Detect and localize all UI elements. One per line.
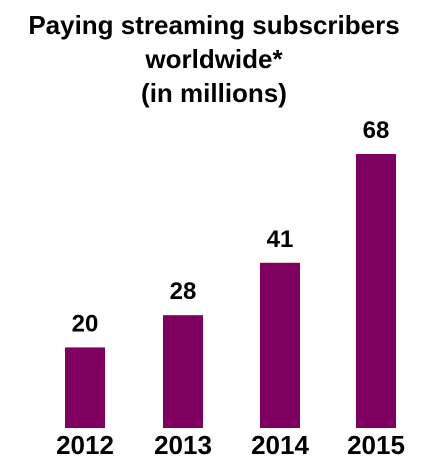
category-label-2014: 2014	[251, 430, 309, 460]
value-label-2013: 28	[170, 278, 197, 305]
value-label-2014: 41	[267, 226, 294, 253]
category-label-2015: 2015	[347, 430, 405, 460]
category-label-2013: 2013	[154, 430, 212, 460]
chart-title-line-1: Paying streaming subscribers	[28, 10, 400, 40]
chart-title: Paying streaming subscribers worldwide* …	[0, 8, 428, 110]
value-label-2012: 20	[72, 310, 99, 337]
value-label-2015: 68	[363, 117, 390, 144]
value-labels-group: 20 28 41 68	[72, 117, 390, 337]
bar-2012	[65, 347, 105, 428]
bar-2015	[356, 154, 396, 428]
category-labels-group: 2012 2013 2014 2015	[56, 430, 405, 460]
bars-group	[65, 154, 396, 428]
chart-title-line-3: (in millions)	[141, 78, 287, 108]
chart-title-line-2: worldwide*	[145, 44, 283, 74]
bar-2013	[163, 315, 203, 428]
bar-2014	[260, 262, 300, 428]
category-label-2012: 2012	[56, 430, 114, 460]
